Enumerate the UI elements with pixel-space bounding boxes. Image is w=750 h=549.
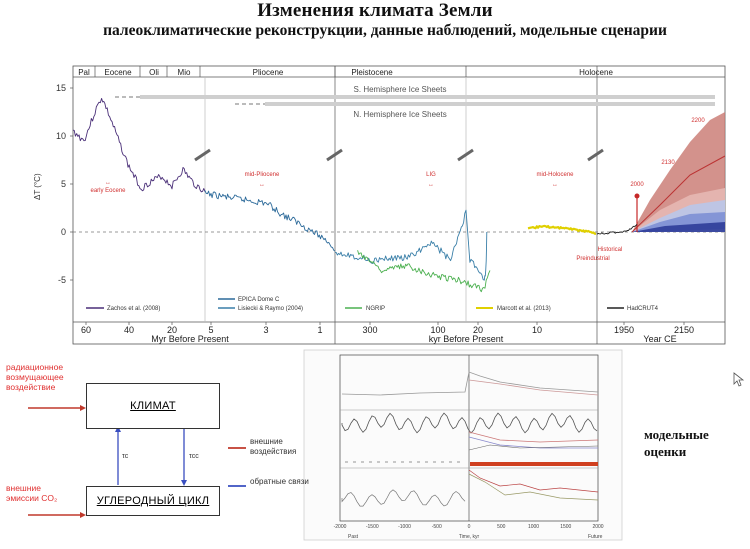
- series-line-4: [527, 224, 597, 235]
- svg-text:↔: ↔: [105, 180, 111, 186]
- chart-legend: Zachos et al. (2008) EPICA Dome C Lisiec…: [86, 297, 659, 312]
- tau-c-label: τc: [122, 453, 129, 460]
- climate-carbon-diagram: τc τcc: [28, 405, 246, 518]
- series-line-3: [357, 250, 491, 293]
- era-label: Eocene: [104, 68, 132, 77]
- thumbnail-tick-label: 500: [497, 524, 506, 530]
- thumbnail-tick-label: 1500: [560, 524, 571, 530]
- y-tick-label: -5: [58, 275, 66, 285]
- forcing-label: радиационное возмущающее воздействие: [6, 362, 64, 392]
- y-tick-label: 15: [56, 83, 66, 93]
- y-axis-label: ΔT (°C): [33, 173, 42, 200]
- era-label: Oli: [149, 68, 159, 77]
- svg-text:↔: ↔: [428, 182, 434, 188]
- legend-marcott: Marcott et al. (2013): [497, 306, 551, 312]
- y-axis: 15 10 5 0 -5: [56, 83, 73, 285]
- thumbnail-tick-label: -1500: [366, 524, 379, 530]
- legend-ngrip: NGRIP: [366, 306, 385, 312]
- n-hemisphere-label: N. Hemisphere Ice Sheets: [353, 110, 446, 119]
- scenario-fans: [631, 112, 726, 233]
- thumbnail-tick-label: -1000: [398, 524, 411, 530]
- y-tick-label: 5: [61, 179, 66, 189]
- annotation-mid-holocene: mid-Holocene: [536, 172, 574, 178]
- annotation-2130: 2130: [661, 160, 675, 166]
- s-hemisphere-label: S. Hemisphere Ice Sheets: [354, 85, 447, 94]
- era-label: Pleistocene: [351, 68, 393, 77]
- y-tick-label: 10: [56, 131, 66, 141]
- thumbnail-tick-label: -2000: [334, 524, 347, 530]
- legend-lisiecki: Lisiecki & Raymo (2004): [238, 306, 303, 312]
- thumbnail-x-ticks: -2000 -1500 -1000 -500 0 500 1000 1500 2000: [334, 524, 604, 530]
- x-tick-label: 20: [167, 325, 177, 335]
- page-title: Изменения климата Земли: [257, 0, 493, 21]
- x-axis-ticks: 60 40 20 5 3 1 300 100 20 10 1950 2150: [81, 322, 694, 335]
- annotation-lig: LIG: [426, 172, 436, 178]
- series-line-1: [204, 190, 336, 252]
- thumbnail-time-label: Time, kyr: [459, 534, 480, 540]
- annotation-preindustrial: Preindustrial: [576, 256, 609, 262]
- thumbnail-future-label: Future: [588, 534, 603, 540]
- annotation-historical: Historical: [598, 247, 623, 253]
- emission-label: внешние эмиссии CO₂: [6, 483, 58, 503]
- thumbnail-tick-label: -500: [432, 524, 442, 530]
- axis-break-marks: [194, 148, 604, 162]
- model-thumbnail: -2000 -1500 -1000 -500 0 500 1000 1500 2000 Past…: [303, 349, 623, 541]
- carbon-cycle-box: УГЛЕРОДНЫЙ ЦИКЛ: [86, 486, 220, 516]
- data-series: [72, 97, 638, 293]
- annotation-2000: 2000: [630, 182, 644, 188]
- ice-sheet-bars: S. Hemisphere Ice Sheets N. Hemisphere I…: [115, 85, 715, 119]
- series-line-5: [596, 224, 638, 235]
- x-tick-label: 40: [124, 325, 134, 335]
- legend-hadcrut: HadCRUT4: [627, 306, 659, 312]
- legend-external-label: внешние воздействия: [250, 437, 297, 456]
- chart-frame: [72, 65, 726, 345]
- x-tick-label: 3: [263, 325, 268, 335]
- thumbnail-tick-label: 2000: [592, 524, 603, 530]
- series-line-0: [72, 97, 206, 193]
- annotation-mid-pliocene: mid-Pliocene: [245, 172, 280, 178]
- x-tick-label: 5: [208, 325, 213, 335]
- annotations: early Eocene ↔ mid-Pliocene ↔ LIG ↔ mid-…: [90, 118, 705, 262]
- mouse-cursor-icon: [733, 372, 745, 387]
- thumbnail-past-label: Past: [348, 534, 359, 540]
- x-label-kyr: kyr Before Present: [429, 334, 504, 344]
- page-subtitle: палеоклиматические реконструкции, данные…: [103, 22, 667, 39]
- x-label-year: Year CE: [643, 334, 676, 344]
- x-tick-label: 1950: [614, 325, 634, 335]
- x-tick-label: 60: [81, 325, 91, 335]
- climate-box: КЛИМАТ: [86, 383, 220, 429]
- svg-text:↔: ↔: [259, 182, 265, 188]
- x-tick-label: 2150: [674, 325, 694, 335]
- x-tick-label: 10: [532, 325, 542, 335]
- era-label: Pliocene: [253, 68, 284, 77]
- x-tick-label: 20: [473, 325, 483, 335]
- svg-text:↔: ↔: [552, 182, 558, 188]
- model-estimates-label: модельные оценки: [644, 427, 709, 459]
- x-tick-label: 100: [430, 325, 445, 335]
- era-label: Holocene: [579, 68, 613, 77]
- legend-feedback-label: обратные связи: [250, 477, 309, 486]
- x-axis-labels: Myr Before Present kyr Before Present Ye…: [151, 334, 676, 344]
- x-label-myr: Myr Before Present: [151, 334, 229, 344]
- x-tick-label: 1: [317, 325, 322, 335]
- annotation-early-eocene: early Eocene: [90, 188, 126, 194]
- thumbnail-tick-label: 0: [468, 524, 471, 530]
- legend-epica: EPICA Dome C: [238, 297, 280, 303]
- era-bar: Pal Eocene Oli Mio Pliocene Pleistocene Holoce…: [78, 66, 613, 77]
- thumbnail-tick-label: 1000: [528, 524, 539, 530]
- annotation-2200: 2200: [691, 118, 705, 124]
- tau-cc-label: τcc: [189, 453, 199, 460]
- era-label: Mio: [178, 68, 191, 77]
- x-tick-label: 300: [362, 325, 377, 335]
- legend-zachos: Zachos et al. (2008): [107, 306, 160, 312]
- era-label: Pal: [78, 68, 90, 77]
- y-tick-label: 0: [61, 227, 66, 237]
- series-line-2: [335, 209, 488, 281]
